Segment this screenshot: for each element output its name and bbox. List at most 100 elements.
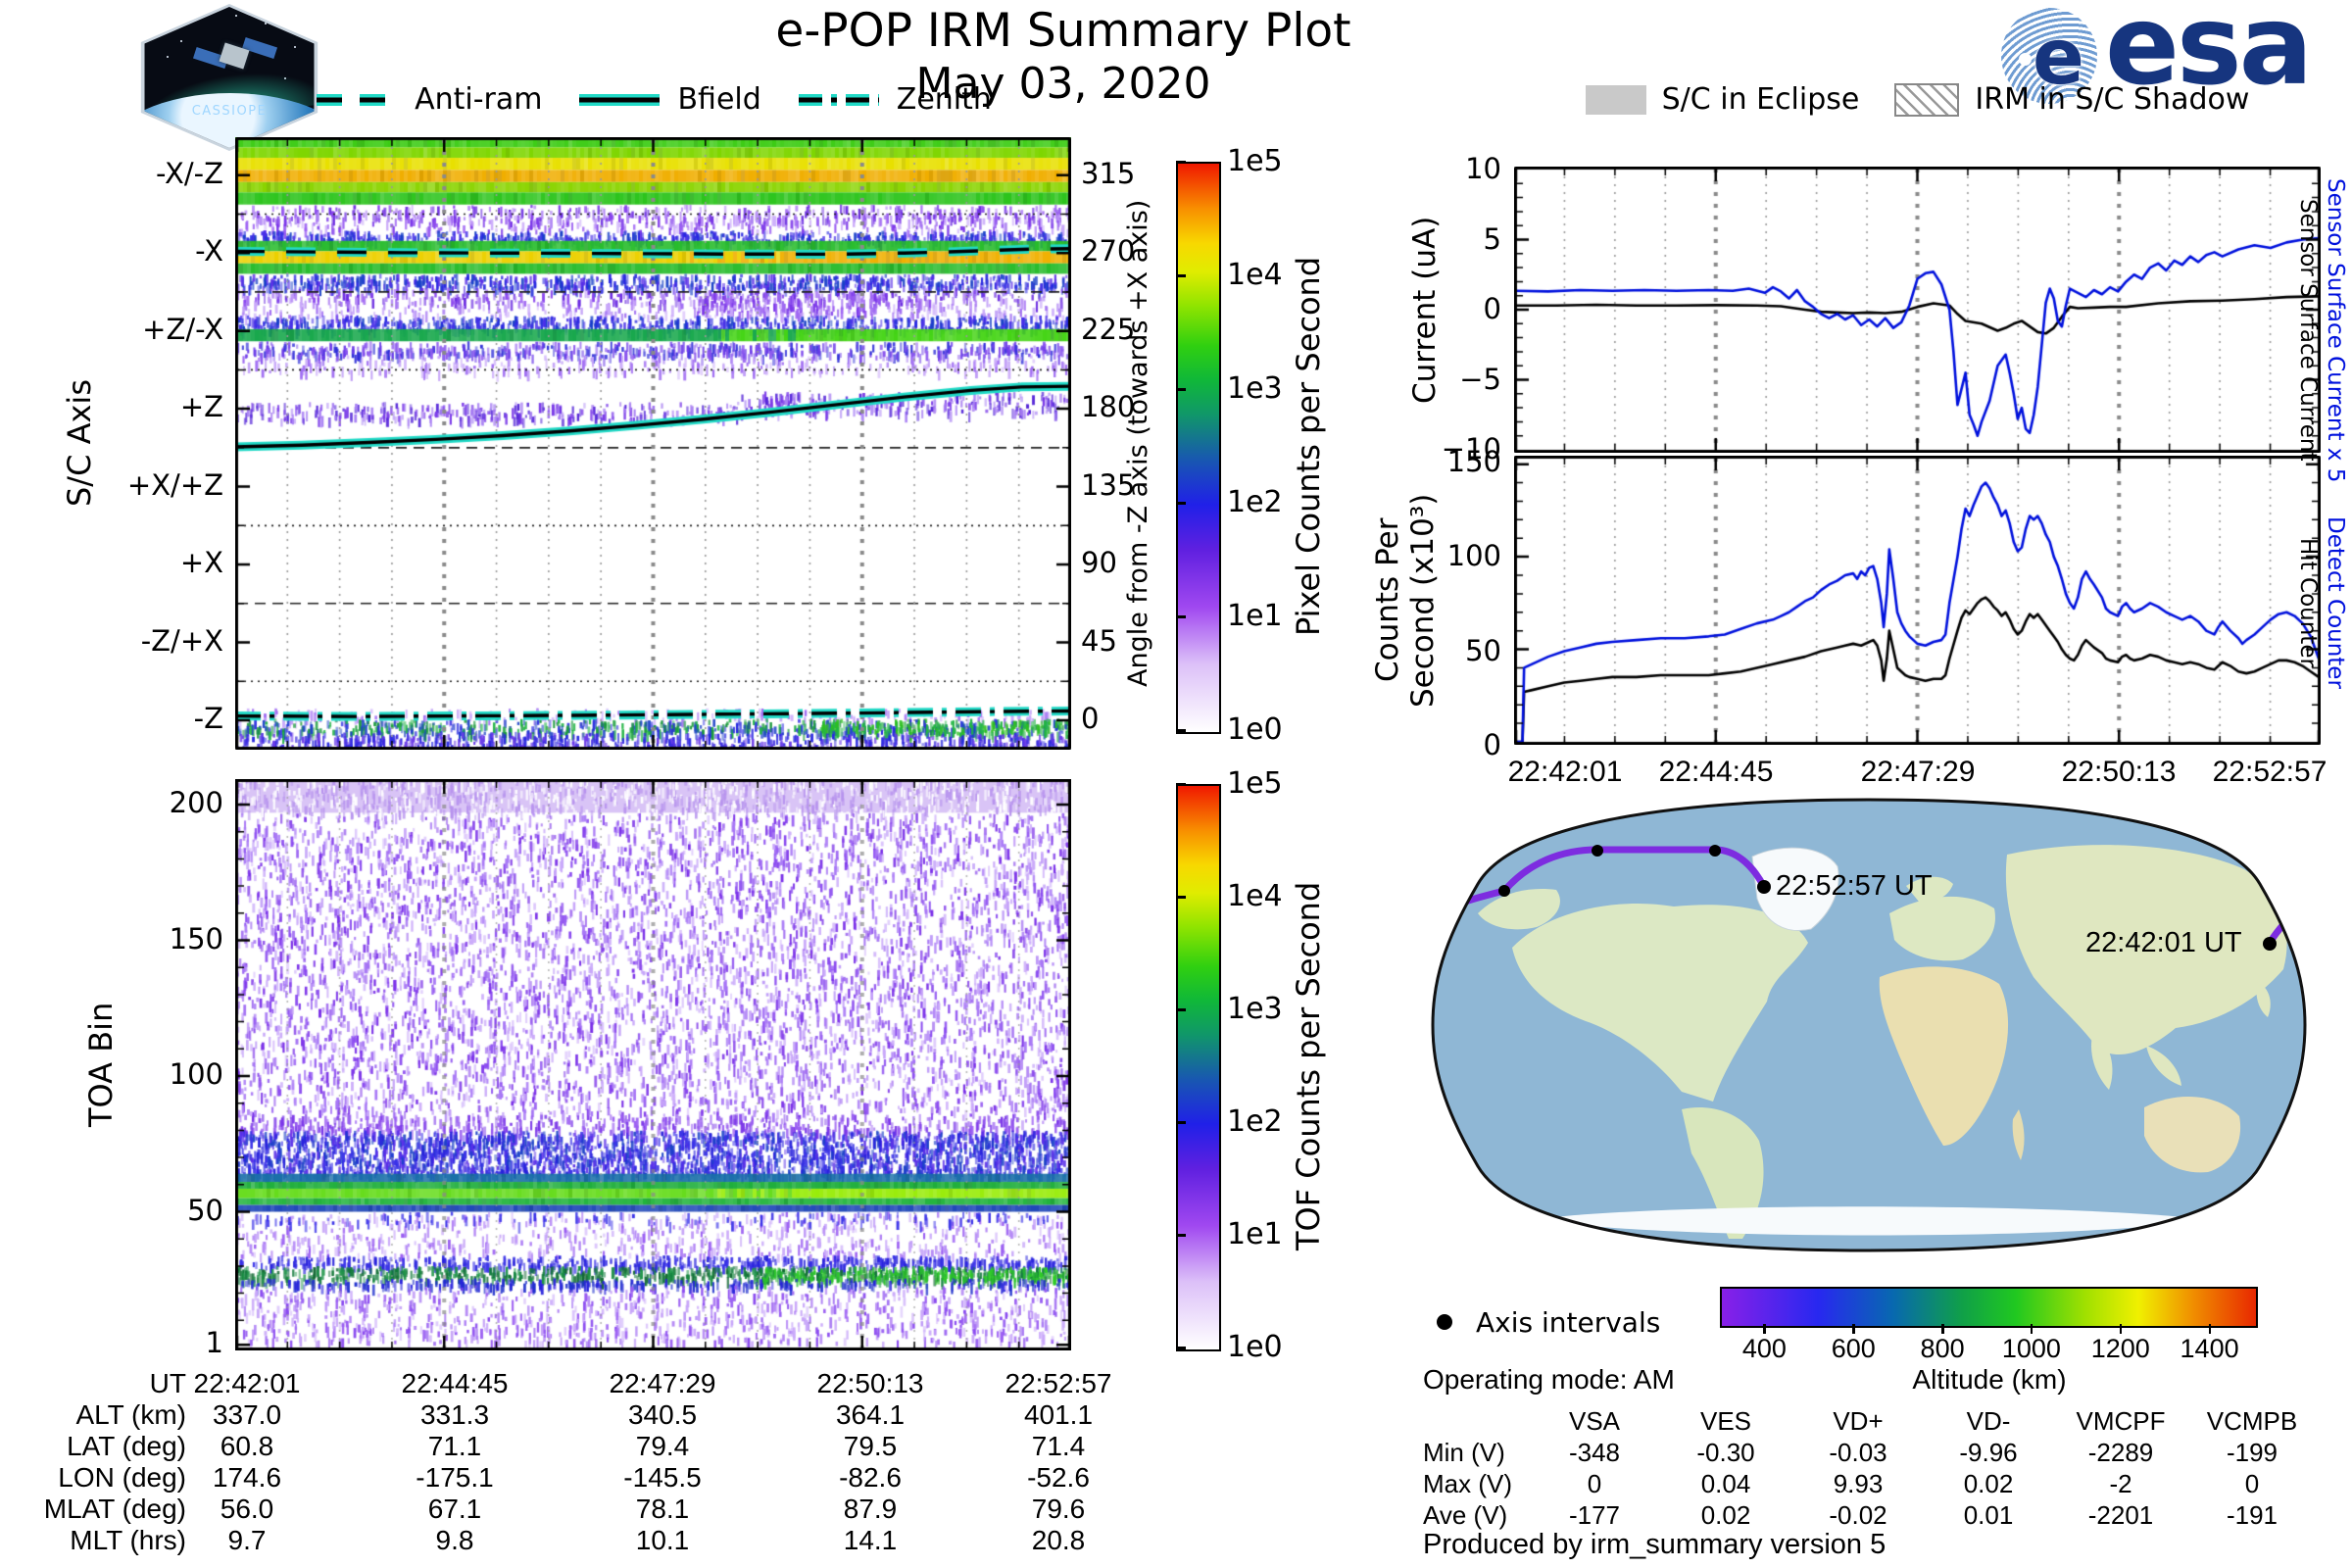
legend-item-eclipse: S/C in Eclipse [1585,82,1860,117]
colorbar-tick: 1e1 [1227,1217,1283,1251]
esa-globe-dot-icon [2019,53,2032,66]
colorbar-tick: 1e5 [1227,766,1283,801]
nav-table-cell: 9.8 [435,1525,474,1555]
panel1-right-tick: 315 [1081,156,1136,190]
colorbar-tick: 1e3 [1227,992,1283,1026]
nav-table-cell: 79.6 [1031,1494,1086,1524]
nav-table-cell: 79.4 [635,1431,690,1461]
page-date: May 03, 2020 [915,59,1211,109]
cassiope-mission-patch-icon: CASSIOPE [125,4,333,151]
panel1-ytick: +X/+Z [126,467,223,502]
colorbar-tick-mark [1176,896,1186,899]
esa-logo: e esa [1995,0,2348,110]
axis-intervals-dot-icon [1437,1314,1452,1330]
nav-table-cell: 22:47:29 [609,1368,716,1398]
nav-table-cell: 10.1 [635,1525,690,1555]
voltage-row-label: Max (V) [1423,1469,1512,1498]
colorbar-tick: 1e5 [1227,144,1283,178]
shadow-hatch-swatch-icon [1894,82,1960,117]
nav-table-cell: 9.7 [227,1525,267,1555]
nav-table-cell: 60.8 [220,1431,274,1461]
panel2-ytick: 200 [169,786,223,819]
track-start-dot [2263,937,2277,951]
legend-label: S/C in Eclipse [1661,82,1860,117]
map-end-time-label: 22:52:57 UT [1776,870,1933,902]
colorbar-tick: 1e3 [1227,371,1283,406]
voltage-col-header: VSA [1568,1406,1621,1436]
colorbar1-label: Pixel Counts per Second [1290,256,1327,636]
map-outline [1431,798,2307,1252]
panel1-right-tick: 0 [1081,702,1100,735]
counts-ytick: 0 [1483,728,1501,761]
nav-table-row-label: LON (deg) [58,1462,186,1493]
voltage-cell: -177 [1568,1500,1621,1530]
zenith-line-icon [798,93,879,106]
voltage-cell: 9.93 [1833,1469,1884,1498]
colorbar-tick: 1e2 [1227,485,1283,519]
altitude-tick: 800 [1920,1334,1965,1363]
voltage-cell: -2201 [2087,1500,2154,1530]
counts-plot [1514,456,2321,745]
panel1-right-tick: 135 [1081,467,1136,502]
altitude-tick: 1200 [2090,1334,2150,1363]
panel1-ytick: -Z [193,702,223,735]
nav-table-cell: 22:44:45 [401,1368,509,1398]
nav-table-cell: 71.1 [427,1431,482,1461]
altitude-tick: 400 [1741,1334,1787,1363]
track-end-dot [1757,880,1771,894]
current-ytick: −10 [1441,432,1501,466]
counts-ytick: 150 [1446,444,1501,478]
altitude-colorbar-label: Altitude (km) [1912,1364,2067,1395]
panel1-right-tick: 270 [1081,234,1136,269]
tof-counts-colorbar [1176,784,1221,1351]
counts-ytick: 100 [1446,539,1501,573]
nav-table-cell: -175.1 [416,1462,494,1493]
panel1-right-tick: 45 [1081,623,1117,658]
panel2-ytick: 100 [169,1057,223,1091]
nav-table-cell: 22:52:57 [1004,1368,1112,1398]
panel1-ytick: +Z [179,390,223,424]
voltage-cell: 0 [2244,1469,2260,1498]
colorbar-tick: 1e0 [1227,1330,1283,1364]
nav-table-cell: 79.5 [843,1431,898,1461]
altitude-tick-mark [2208,1324,2212,1334]
colorbar-tick: 1e4 [1227,258,1283,292]
voltage-cell: 0.02 [1700,1500,1751,1530]
map-start-time-label: 22:42:01 UT [2085,927,2242,958]
voltage-cell: 0 [1587,1469,1602,1498]
colorbar-tick-mark [1176,388,1186,391]
orientation-legend: Anti-ram Bfield Zenith [235,82,1071,117]
page-title: e-POP IRM Summary Plot [775,4,1351,58]
nav-table-cell: 20.8 [1031,1525,1086,1555]
axis-interval-dot [1709,845,1721,857]
current-ytick: −5 [1459,362,1501,396]
eclipse-swatch-icon [1585,84,1646,115]
altitude-tick: 1400 [2180,1334,2239,1363]
esa-e-glyph: e [2033,14,2084,102]
nav-table-cell: 71.4 [1031,1431,1086,1461]
nav-table-cell: 87.9 [843,1494,898,1524]
colorbar-tick: 1e2 [1227,1104,1283,1139]
current-right-label-black: Sensor Surface Current [2295,199,2321,462]
panel1-right-tick: 225 [1081,312,1136,346]
nav-table-cell: 340.5 [627,1399,698,1430]
colorbar-tick-mark [1176,615,1186,618]
axis-interval-dot [1498,885,1510,897]
nav-table-row-label: MLT (hrs) [70,1525,186,1555]
voltage-cell: -2289 [2087,1438,2154,1467]
voltage-col-header: VES [1699,1406,1752,1436]
nav-table-cell: 337.0 [212,1399,282,1430]
voltage-col-header: VD- [1966,1406,2011,1436]
legend-item-bfield: Bfield [577,82,761,117]
voltage-cell: -348 [1568,1438,1621,1467]
counts-xtick: 22:47:29 [1860,756,1976,788]
panel1-right-axis-label: Angle from -Z axis (towards +X axis) [1123,199,1153,688]
legend-item-shadow: IRM in S/C Shadow [1894,82,2249,117]
altitude-tick-mark [1941,1324,1944,1334]
map-graphic [1433,800,2305,1250]
voltage-row-label: Min (V) [1423,1438,1505,1467]
panel1-ytick: -Z/+X [140,623,223,658]
current-ytick: 0 [1483,292,1501,325]
voltage-cell: -199 [2226,1438,2278,1467]
